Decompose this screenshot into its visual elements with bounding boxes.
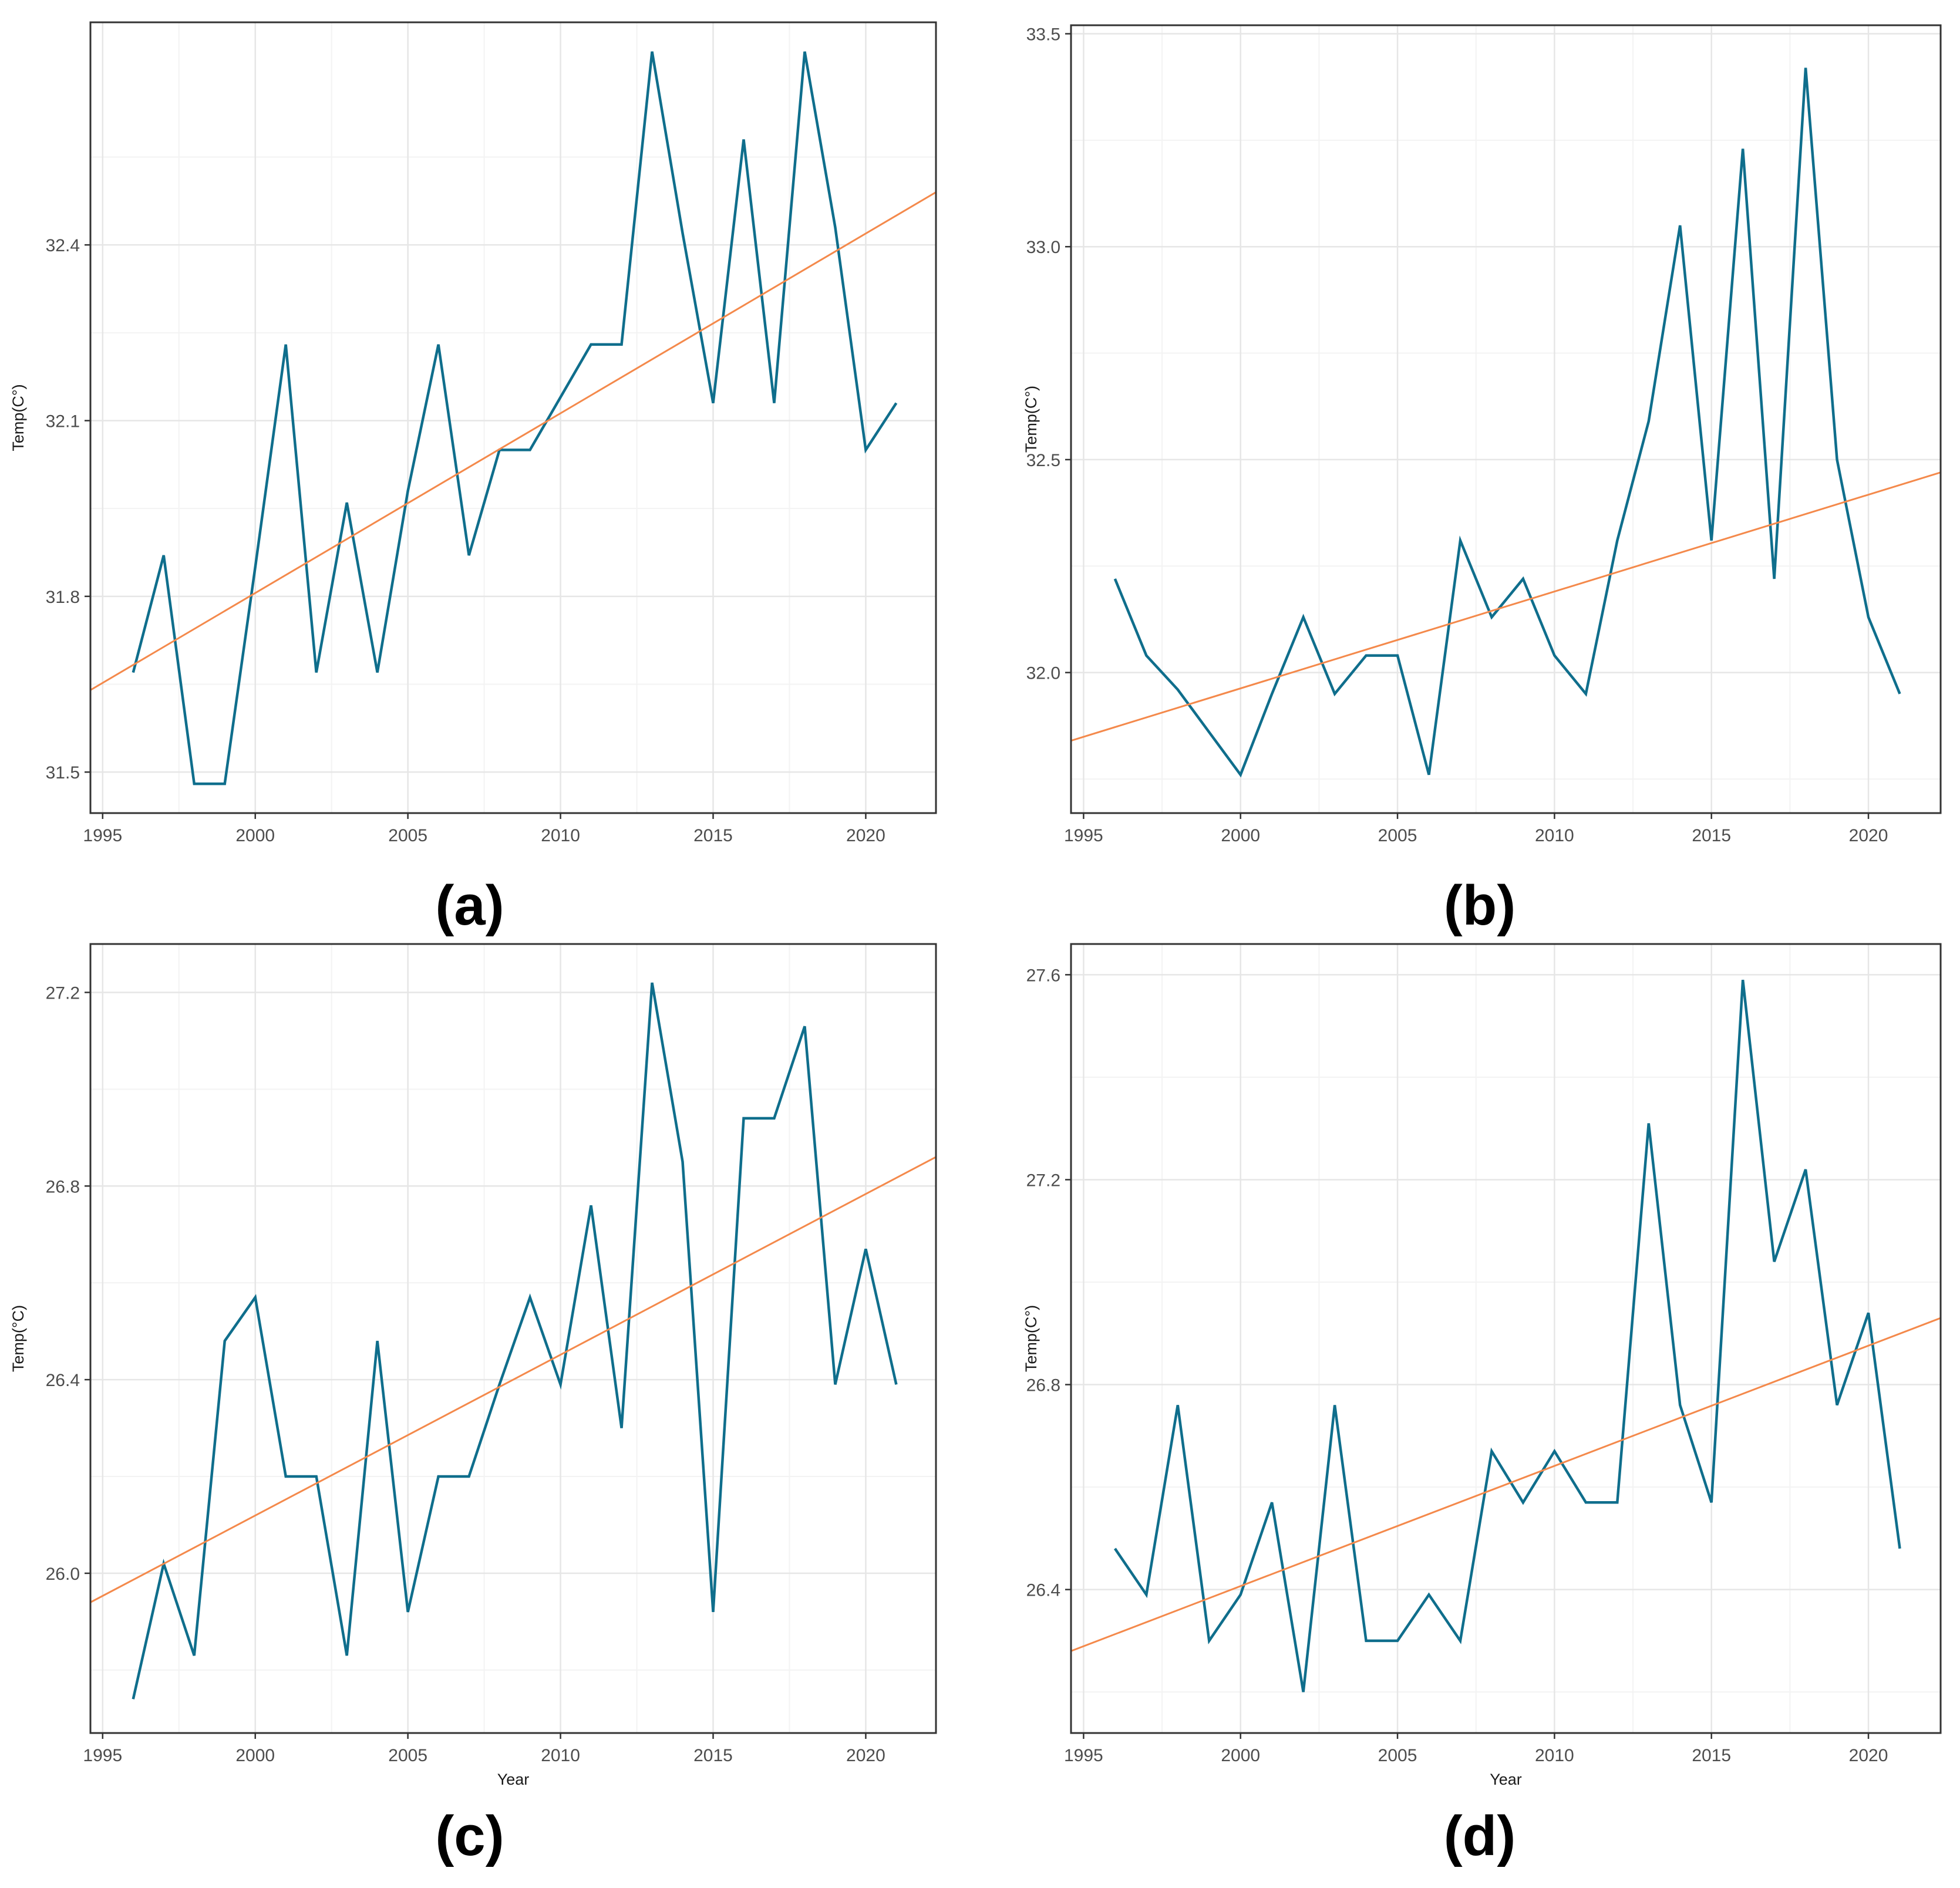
plot-background [90, 944, 936, 1733]
x-tick-label: 2020 [846, 826, 885, 845]
x-tick-label: 2010 [541, 1746, 580, 1765]
y-tick-label: 26.8 [46, 1177, 80, 1196]
y-tick-label: 26.8 [1026, 1376, 1060, 1395]
x-tick-label: 2005 [1378, 826, 1417, 845]
x-axis-title: Year [1490, 1771, 1522, 1788]
y-axis-title: Temp(C°) [1022, 386, 1040, 453]
panel-label: (b) [1444, 874, 1516, 937]
x-tick-label: 2010 [1535, 826, 1574, 845]
x-tick-label: 2000 [235, 1746, 275, 1765]
x-tick-label: 2000 [1221, 1746, 1260, 1765]
x-tick-label: 2020 [1849, 826, 1888, 845]
chart-panel-b: 1995 2000 2005 2010 2015 2020 32.0 32.5 33.0 33.5… [1022, 25, 1941, 937]
x-tick-label: 2000 [235, 826, 275, 845]
x-tick-label: 2005 [1378, 1746, 1417, 1765]
chart-panel-d: 1995 2000 2005 2010 2015 2020 26.4 26.8 27.2 27.6… [1022, 944, 1941, 1867]
x-tick-label: 2020 [846, 1746, 885, 1765]
y-tick-label: 32.5 [1026, 451, 1060, 470]
x-tick-label: 2000 [1221, 826, 1260, 845]
plot-background [90, 22, 936, 813]
y-tick-label: 31.5 [46, 763, 80, 783]
y-tick-label: 33.5 [1026, 25, 1060, 45]
x-tick-label: 2005 [388, 1746, 427, 1765]
x-tick-label: 2005 [388, 826, 427, 845]
panel-label: (d) [1444, 1805, 1516, 1867]
x-tick-label: 1995 [83, 1746, 122, 1765]
y-axis-title: Temp(°C) [9, 1305, 27, 1372]
y-tick-label: 27.2 [1026, 1171, 1060, 1190]
plot-background [1071, 25, 1941, 813]
y-tick-label: 32.1 [46, 412, 80, 431]
x-tick-label: 1995 [83, 826, 122, 845]
plot-background [1071, 944, 1941, 1733]
y-tick-label: 33.0 [1026, 238, 1060, 257]
y-tick-label: 27.6 [1026, 966, 1060, 985]
y-tick-label: 31.8 [46, 588, 80, 607]
x-tick-label: 2015 [1692, 826, 1731, 845]
y-tick-label: 27.2 [46, 983, 80, 1003]
y-tick-label: 32.4 [46, 236, 80, 255]
x-tick-label: 2010 [1535, 1746, 1574, 1765]
x-tick-label: 1995 [1064, 826, 1103, 845]
y-axis-title: Temp(C°) [1022, 1305, 1040, 1372]
panel-label: (c) [435, 1805, 504, 1867]
chart-panel-c: 1995 2000 2005 2010 2015 2020 26.0 26.4 26.8 27.2… [9, 944, 936, 1867]
x-tick-label: 2010 [541, 826, 580, 845]
x-tick-label: 1995 [1064, 1746, 1103, 1765]
y-tick-label: 26.0 [46, 1565, 80, 1584]
panel-label: (a) [435, 874, 504, 937]
x-tick-label: 2015 [693, 826, 733, 845]
y-tick-label: 26.4 [46, 1371, 80, 1390]
x-axis-title: Year [497, 1771, 530, 1788]
y-axis-title: Temp(C°) [9, 384, 27, 451]
y-tick-label: 32.0 [1026, 664, 1060, 683]
y-tick-label: 26.4 [1026, 1581, 1060, 1600]
chart-panel-a: 1995 2000 2005 2010 2015 2020 31.5 31.8 32.1 32.4… [9, 22, 936, 937]
x-tick-label: 2020 [1849, 1746, 1888, 1765]
x-tick-label: 2015 [1692, 1746, 1731, 1765]
x-tick-label: 2015 [693, 1746, 733, 1765]
